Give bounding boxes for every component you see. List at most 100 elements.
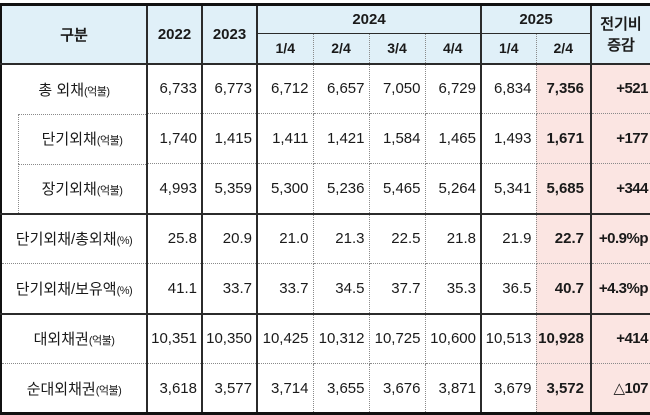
cell-2023: 33.7	[202, 263, 258, 315]
cell-2024-q3: 1,584	[369, 113, 426, 164]
row-label-unit: (억불)	[96, 184, 123, 197]
cell-2023: 10,350	[202, 313, 258, 364]
table-row: 순대외채권(억불) 3,618 3,577 3,714 3,655 3,676 …	[1, 363, 650, 414]
row-label-text: 순대외채권	[26, 380, 96, 398]
cell-2022: 25.8	[147, 213, 203, 264]
cell-2024-q4: 10,600	[425, 313, 482, 364]
header-2025-q1: 1/4	[481, 33, 537, 65]
cell-change: +177	[591, 113, 650, 164]
row-label-unit: (억불)	[88, 335, 115, 348]
header-year-2024: 2024	[257, 4, 482, 34]
cell-2024-q1: 5,300	[257, 163, 314, 215]
cell-2023: 6,773	[202, 63, 258, 114]
cell-2025-q2-highlight: 10,928	[536, 313, 592, 364]
row-label-unit: (%)	[116, 284, 133, 297]
external-debt-table: 구분 2022 2023 2024 2025 전기비 증감 1/4 2/4 3/…	[0, 3, 650, 415]
cell-2024-q2: 5,236	[313, 163, 370, 215]
header-year-2023: 2023	[202, 4, 258, 65]
table-row: 단기외채/보유액(%) 41.1 33.7 33.7 34.5 37.7 35.…	[1, 263, 650, 315]
cell-change: +4.3%p	[591, 263, 650, 315]
row-label: 장기외채(억불)	[1, 163, 148, 215]
row-label: 총 외채(억불)	[1, 63, 148, 114]
header-year-2022: 2022	[147, 4, 203, 65]
header-2025-q2: 2/4	[536, 33, 592, 65]
cell-2024-q1: 21.0	[257, 213, 314, 264]
table-row: 장기외채(억불) 4,993 5,359 5,300 5,236 5,465 5…	[1, 163, 650, 215]
cell-2023: 5,359	[202, 163, 258, 215]
header-2024-q1: 1/4	[257, 33, 314, 65]
cell-2024-q2: 3,655	[313, 363, 370, 414]
header-quarter-row: 1/4 2/4 3/4 4/4 1/4 2/4	[1, 33, 650, 65]
cell-change: +521	[591, 63, 650, 114]
row-label-text: 단기외채	[41, 131, 97, 148]
cell-2024-q2: 1,421	[313, 113, 370, 164]
table-header: 구분 2022 2023 2024 2025 전기비 증감 1/4 2/4 3/…	[1, 4, 650, 65]
cell-2024-q1: 6,712	[257, 63, 314, 114]
cell-2024-q3: 37.7	[369, 263, 426, 315]
table-row: 총 외채(억불) 6,733 6,773 6,712 6,657 7,050 6…	[1, 63, 650, 114]
row-label-unit: (억불)	[95, 384, 122, 397]
cell-2025-q2-highlight: 22.7	[536, 213, 592, 264]
row-label-text: 장기외채	[41, 180, 97, 198]
cell-2022: 3,618	[147, 363, 203, 414]
cell-2024-q1: 1,411	[257, 113, 314, 164]
cell-2023: 20.9	[202, 213, 258, 264]
row-label: 단기외채/보유액(%)	[1, 263, 148, 315]
cell-change: +344	[591, 163, 650, 215]
header-year-2025: 2025	[481, 4, 592, 34]
row-label: 단기외채/총외채(%)	[1, 213, 148, 264]
cell-2024-q2: 6,657	[313, 63, 370, 114]
header-year-row: 구분 2022 2023 2024 2025 전기비 증감	[1, 4, 650, 65]
header-change-line2: 증감	[607, 37, 635, 55]
cell-2025-q2-highlight: 7,356	[536, 63, 592, 114]
cell-2023: 1,415	[202, 113, 258, 164]
cell-2024-q4: 5,264	[425, 163, 482, 215]
cell-2025-q2-highlight: 1,671	[536, 113, 592, 164]
cell-2024-q1: 33.7	[257, 263, 314, 315]
row-label-text: 단기외채/총외채	[15, 231, 117, 249]
cell-2024-q3: 5,465	[369, 163, 426, 215]
row-label-unit: (%)	[116, 235, 133, 248]
row-label: 단기외채(억불)	[1, 113, 148, 164]
table-row: 단기외채(억불) 1,740 1,415 1,411 1,421 1,584 1…	[1, 113, 650, 164]
cell-change: +414	[591, 313, 650, 364]
cell-2024-q4: 1,465	[425, 113, 482, 164]
cell-2024-q2: 10,312	[313, 313, 370, 364]
cell-2024-q3: 22.5	[369, 213, 426, 264]
cell-2024-q3: 3,676	[369, 363, 426, 414]
cell-2025-q2-highlight: 5,685	[536, 163, 592, 215]
cell-change: △107	[591, 363, 650, 414]
cell-2025-q2-highlight: 40.7	[536, 263, 592, 315]
header-category: 구분	[1, 4, 148, 65]
row-label-unit: (억불)	[84, 85, 110, 98]
cell-2024-q4: 21.8	[425, 213, 482, 264]
cell-2024-q1: 3,714	[257, 363, 314, 414]
row-label-text: 단기외채/보유액	[15, 280, 117, 298]
cell-2024-q4: 3,871	[425, 363, 482, 414]
cell-2025-q1: 21.9	[481, 213, 537, 264]
cell-2022: 4,993	[147, 163, 203, 215]
row-label-text: 총 외채	[38, 81, 84, 99]
cell-2024-q3: 10,725	[369, 313, 426, 364]
cell-2024-q4: 35.3	[425, 263, 482, 315]
table-row: 단기외채/총외채(%) 25.8 20.9 21.0 21.3 22.5 21.…	[1, 213, 650, 264]
table-body: 총 외채(억불) 6,733 6,773 6,712 6,657 7,050 6…	[1, 63, 650, 414]
cell-2024-q2: 21.3	[313, 213, 370, 264]
row-label-text: 대외채권	[33, 331, 89, 349]
cell-2025-q1: 1,493	[481, 113, 537, 164]
cell-2025-q1: 36.5	[481, 263, 537, 315]
cell-2024-q4: 6,729	[425, 63, 482, 114]
cell-2025-q1: 3,679	[481, 363, 537, 414]
row-label: 대외채권(억불)	[1, 313, 148, 364]
cell-2024-q1: 10,425	[257, 313, 314, 364]
table-row: 대외채권(억불) 10,351 10,350 10,425 10,312 10,…	[1, 313, 650, 364]
header-change-line1: 전기비	[600, 16, 642, 34]
cell-2025-q1: 5,341	[481, 163, 537, 215]
row-label: 순대외채권(억불)	[1, 363, 148, 414]
header-2024-q3: 3/4	[369, 33, 426, 65]
cell-2022: 1,740	[147, 113, 203, 164]
cell-change: +0.9%p	[591, 213, 650, 264]
cell-2025-q1: 10,513	[481, 313, 537, 364]
cell-2024-q3: 7,050	[369, 63, 426, 114]
